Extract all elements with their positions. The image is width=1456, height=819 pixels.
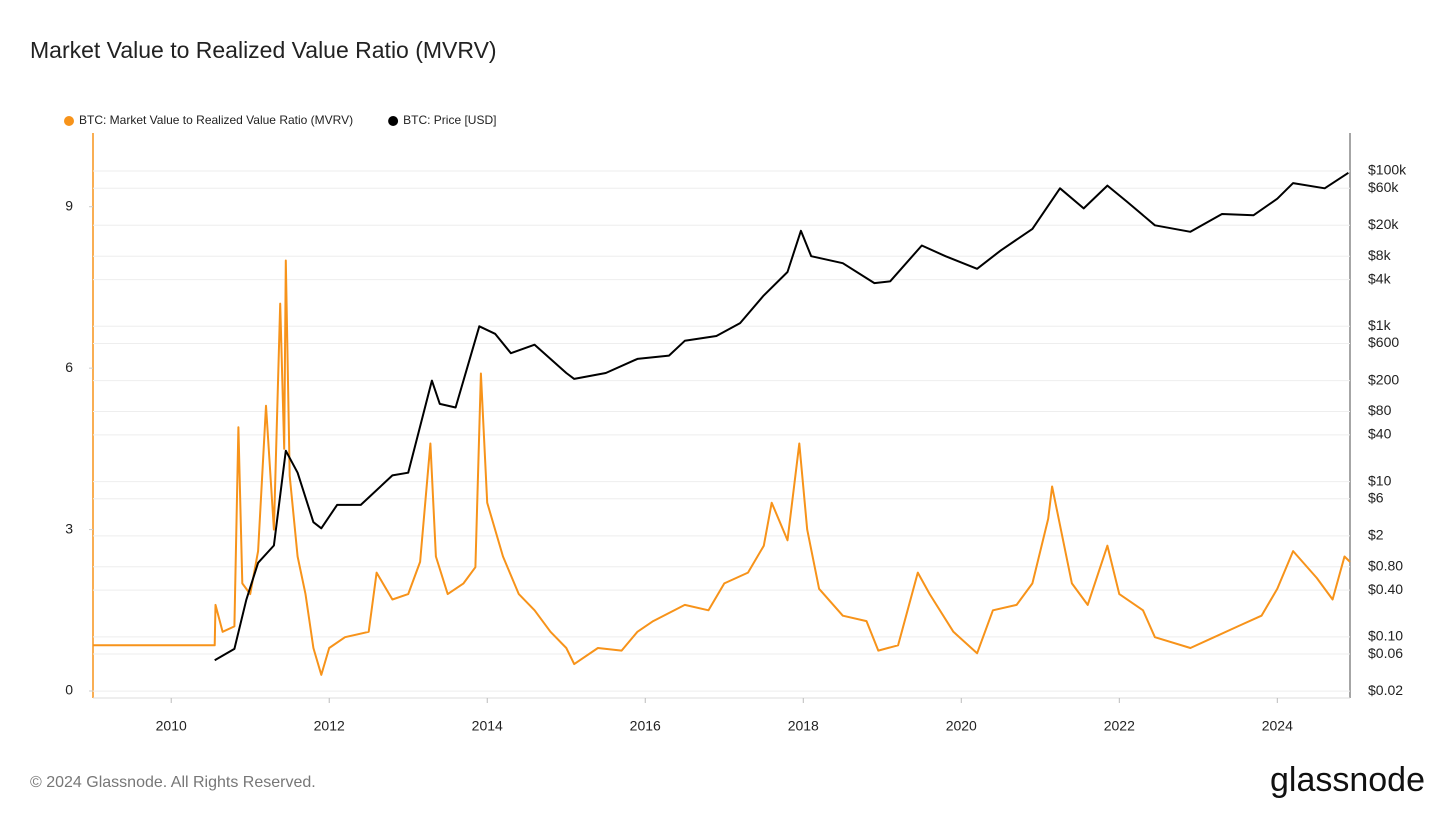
x-tick-label: 2012: [314, 718, 345, 734]
y2-tick-label: $20k: [1368, 216, 1399, 232]
footer: © 2024 Glassnode. All Rights Reserved.: [30, 774, 316, 791]
y2-tick-label: $8k: [1368, 247, 1392, 263]
y-tick-label: 9: [65, 197, 73, 213]
y2-tick-label: $0.02: [1368, 682, 1403, 698]
y-tick-label: 3: [65, 520, 73, 536]
x-tick-label: 2014: [472, 718, 503, 734]
x-tick-label: 2016: [630, 718, 661, 734]
x-tick-label: 2020: [946, 718, 977, 734]
y2-tick-label: $0.80: [1368, 557, 1403, 573]
y2-tick-label: $100k: [1368, 162, 1407, 178]
x-tick-label: 2022: [1104, 718, 1135, 734]
y2-tick-label: $0.10: [1368, 628, 1403, 644]
y2-tick-label: $0.40: [1368, 581, 1403, 597]
y2-tick-label: $4k: [1368, 270, 1392, 286]
x-tick-label: 2018: [788, 718, 819, 734]
legend-label: BTC: Market Value to Realized Value Rati…: [79, 113, 353, 127]
chart-title: Market Value to Realized Value Ratio (MV…: [30, 37, 497, 63]
brand-logo: glassnode: [1270, 761, 1425, 799]
y2-tick-label: $40: [1368, 426, 1392, 442]
y-tick-label: 0: [65, 682, 73, 698]
y2-tick-label: $60k: [1368, 179, 1399, 195]
y2-tick-label: $200: [1368, 371, 1399, 387]
x-tick-label: 2024: [1262, 718, 1293, 734]
legend-marker: [64, 116, 74, 126]
y2-tick-label: $2: [1368, 527, 1384, 543]
y2-tick-label: $80: [1368, 402, 1392, 418]
y2-tick-label: $600: [1368, 334, 1399, 350]
y2-tick-label: $0.06: [1368, 645, 1403, 661]
y2-tick-label: $6: [1368, 489, 1384, 505]
x-tick-label: 2010: [156, 718, 187, 734]
series-line: [93, 259, 1351, 676]
y2-tick-label: $10: [1368, 472, 1392, 488]
legend-label: BTC: Price [USD]: [403, 113, 496, 127]
series-line: [214, 171, 1349, 662]
y-tick-label: 6: [65, 359, 73, 375]
legend-marker: [388, 116, 399, 126]
y2-tick-label: $1k: [1368, 317, 1392, 333]
